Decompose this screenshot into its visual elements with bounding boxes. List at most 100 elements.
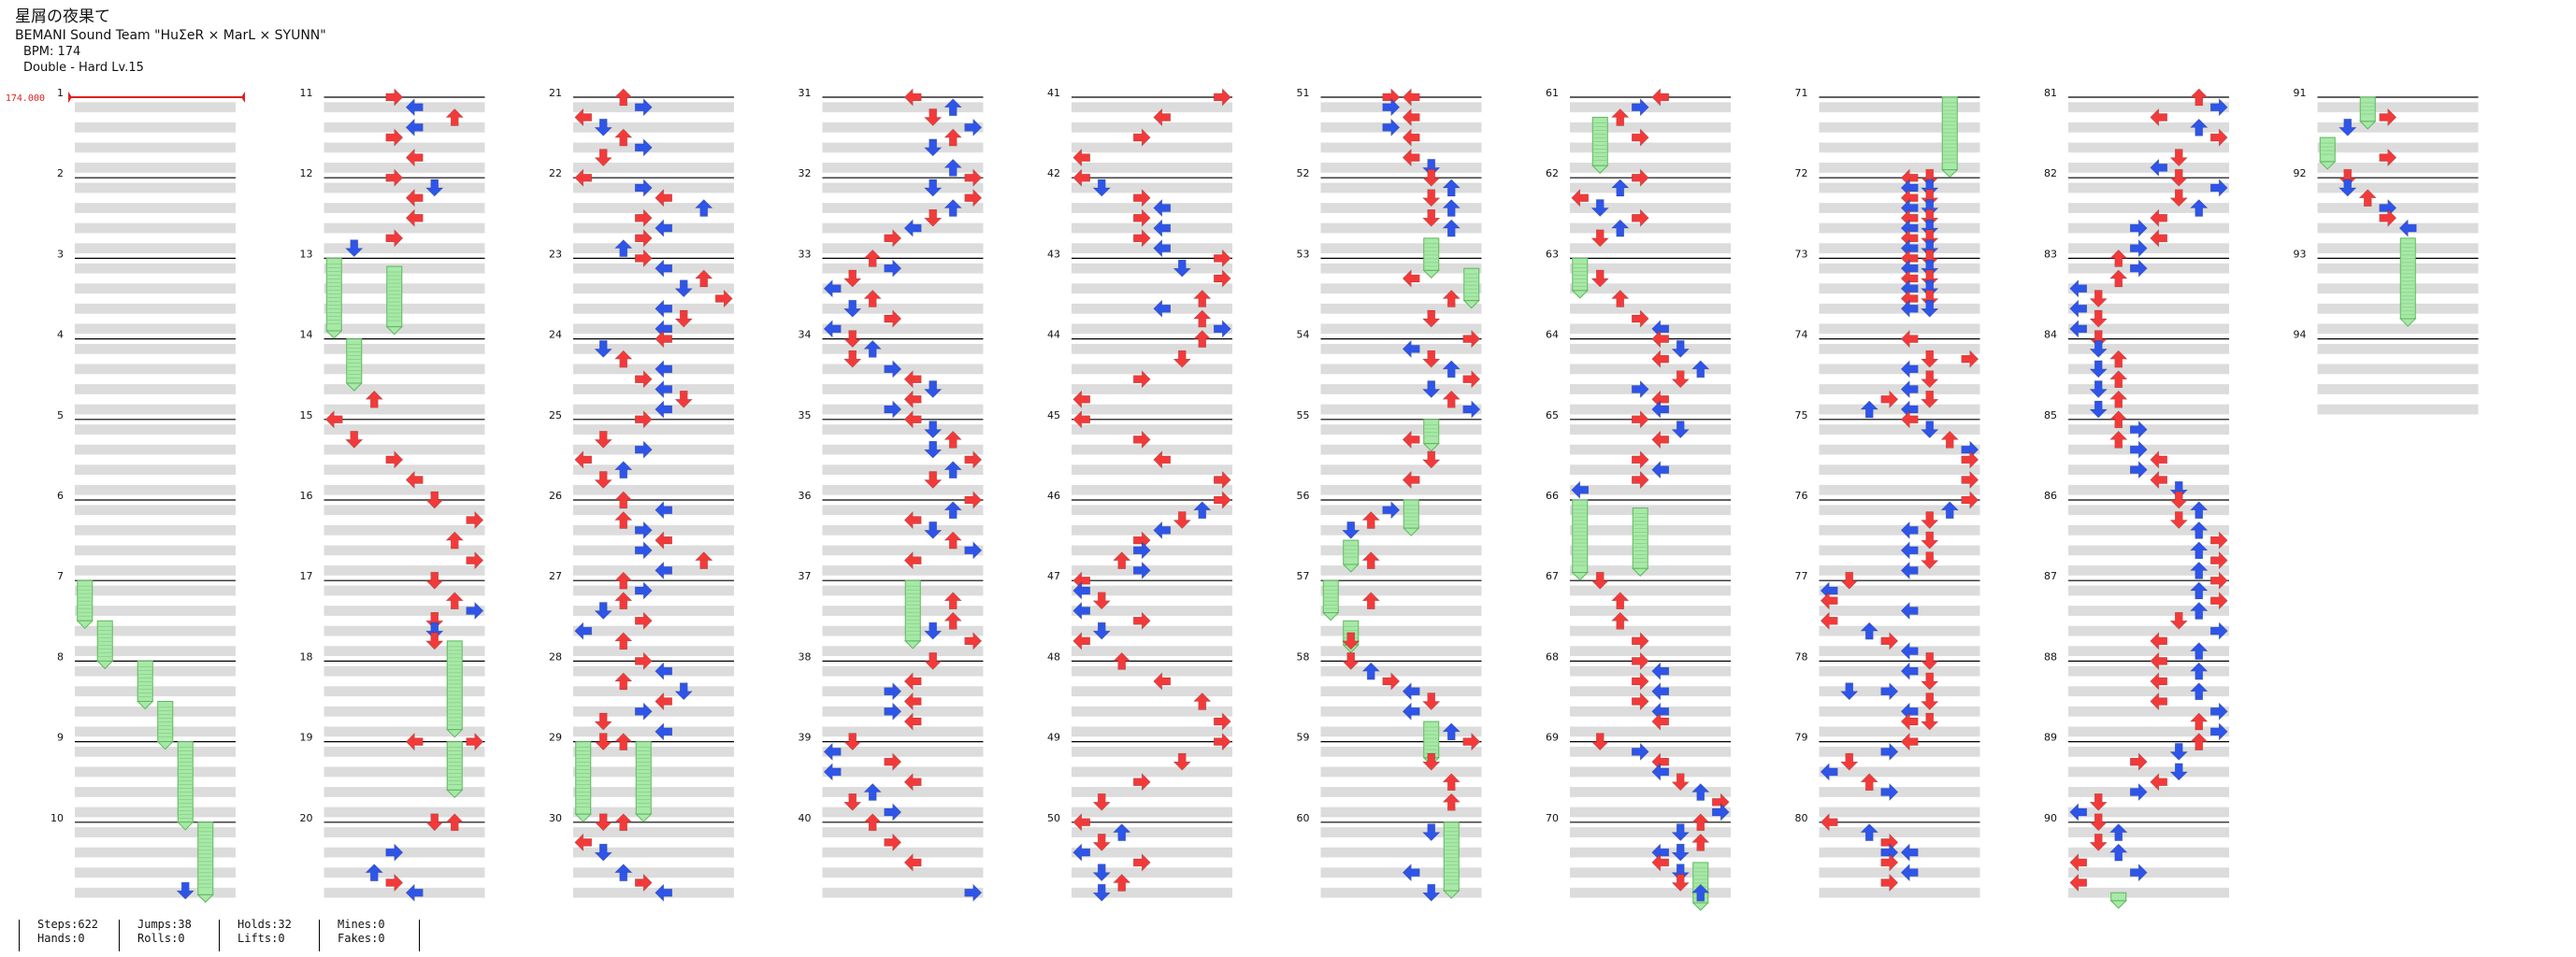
arrow-note [674, 390, 693, 408]
arrow-note [1611, 108, 1630, 126]
beat-band [75, 222, 236, 234]
arrow-note [1651, 682, 1670, 701]
beat-band [1570, 545, 1731, 556]
arrow-note [655, 722, 673, 741]
beat-band [75, 686, 236, 697]
measure-number: 19 [300, 732, 313, 744]
arrow-note [1631, 632, 1649, 650]
measure-number: 44 [1047, 329, 1060, 341]
beat-band [75, 384, 236, 394]
arrow-note [1422, 168, 1441, 187]
beat-band [573, 726, 734, 737]
hold-note [96, 620, 114, 670]
arrow-note [634, 98, 653, 117]
beat-band [75, 524, 236, 536]
measure-number: 51 [1297, 87, 1310, 99]
beat-band [822, 766, 984, 778]
arrow-note [2169, 480, 2188, 499]
beat-band [75, 464, 236, 476]
beat-band [573, 424, 734, 435]
arrow-note [674, 309, 693, 328]
arrow-note [1402, 339, 1420, 359]
beat-band [573, 283, 734, 294]
arrow-note [614, 461, 633, 478]
arrow-note [1900, 410, 1919, 429]
beat-band [1072, 807, 1232, 818]
arrow-note [884, 682, 902, 701]
arrow-note [614, 511, 633, 529]
beat-band [1072, 746, 1232, 757]
arrow-note [2069, 320, 2088, 338]
beat-band [75, 404, 236, 415]
stat-separator [319, 920, 320, 951]
beat-band [75, 787, 236, 797]
arrow-note [1631, 309, 1649, 328]
arrow-note [1153, 299, 1172, 318]
arrow-note [943, 501, 962, 520]
beat-band [2068, 766, 2229, 778]
measure-number: 82 [2044, 167, 2057, 179]
measure-number: 86 [2044, 490, 2057, 502]
measure-number: 45 [1047, 409, 1060, 421]
measure-number: 12 [300, 167, 313, 179]
beat-band [1819, 404, 1980, 415]
arrow-note [655, 219, 673, 237]
arrow-note [964, 883, 983, 902]
arrow-note [2089, 793, 2108, 811]
beat-band [324, 706, 485, 717]
arrow-note [1382, 501, 1401, 520]
beat-band [2317, 222, 2479, 234]
measure-number: 55 [1297, 409, 1310, 421]
beat-band [822, 121, 984, 133]
beat-band [324, 343, 485, 354]
arrow-note [2190, 733, 2209, 750]
beat-band [324, 384, 485, 394]
stat-value: Mines:0 [338, 918, 385, 931]
measure-number: 30 [549, 812, 562, 824]
hold-note [156, 701, 174, 750]
arrow-note [614, 632, 633, 650]
beat-band [1072, 505, 1232, 516]
arrow-note [1193, 330, 1212, 348]
beat-band [324, 163, 485, 173]
arrow-note [2129, 863, 2148, 882]
beat-band [2068, 827, 2229, 837]
beat-band [1320, 646, 1482, 657]
beat-band [573, 343, 734, 354]
beat-band [1819, 444, 1980, 455]
arrow-note [2150, 450, 2168, 469]
arrow-note [1921, 551, 1939, 570]
beat-band [822, 867, 984, 878]
arrow-note [445, 531, 464, 550]
measure-grid: 1234567891011121314151617181920212223242… [50, 87, 2479, 898]
measure-number: 1 [57, 87, 64, 99]
arrow-note [2190, 118, 2209, 136]
arrow-note [405, 98, 424, 117]
beat-band [573, 807, 734, 818]
arrow-note [614, 88, 633, 107]
arrow-note [714, 289, 733, 308]
beat-band [573, 686, 734, 697]
beat-band [2068, 464, 2229, 476]
arrow-note [1860, 621, 1878, 640]
beat-band [1072, 121, 1232, 133]
arrow-note [1422, 189, 1441, 207]
measure-number: 40 [799, 812, 812, 824]
measure-number: 13 [300, 248, 313, 260]
arrow-note [924, 108, 943, 126]
beat-band [1819, 121, 1980, 133]
arrow-note [634, 440, 653, 459]
beat-band [1072, 303, 1232, 314]
beat-band [1819, 746, 1980, 757]
arrow-note [574, 168, 593, 187]
arrow-note [1651, 400, 1670, 419]
arrow-note [964, 450, 983, 469]
beat-band [1320, 484, 1482, 495]
arrow-note [1631, 128, 1649, 147]
arrow-note [2209, 702, 2228, 721]
beat-band [324, 303, 485, 314]
arrow-note [1880, 782, 1899, 802]
arrow-note [1921, 712, 1939, 731]
arrow-note [903, 692, 922, 711]
arrow-note [1921, 652, 1939, 670]
